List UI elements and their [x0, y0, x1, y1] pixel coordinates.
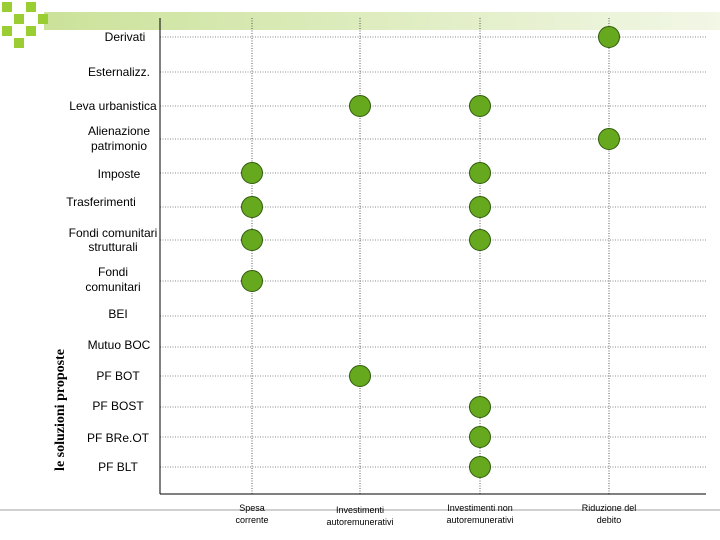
column-label-line: corrente: [235, 515, 268, 525]
row-label-line: Fondi: [98, 265, 128, 279]
mark-fondi-spesa: [241, 270, 263, 292]
header-square-3: [38, 14, 48, 24]
column-label-nonauto: Investimenti non autoremunerativi: [446, 503, 513, 525]
mark-leva-invest: [349, 95, 371, 117]
mark-alienazione-debito: [598, 128, 620, 150]
row-label-pf-bot: PF BOT: [96, 369, 140, 383]
column-guide-lines: [251, 18, 610, 494]
header-square-2: [14, 14, 24, 24]
header-square-5: [26, 26, 36, 36]
mark-pf-breot-nonauto: [469, 426, 491, 448]
header-square-1: [26, 2, 36, 12]
row-label-line: Trasferimenti: [66, 195, 136, 209]
column-label-invest: Investimenti autoremunerativi: [326, 505, 393, 527]
mark-trasferimenti-spesa: [241, 196, 263, 218]
row-label-line: strutturali: [88, 240, 137, 254]
row-label-line: PF BOT: [96, 369, 140, 383]
row-label-pf-breot: PF BRe.OT: [87, 431, 150, 445]
header-square-0: [2, 2, 12, 12]
row-label-fondi-strutturali: Fondi comunitari strutturali: [69, 226, 158, 254]
row-label-line: PF BLT: [98, 460, 138, 474]
row-label-line: Fondi comunitari: [69, 226, 158, 240]
row-label-line: comunitari: [85, 280, 140, 294]
row-label-line: PF BOST: [92, 399, 144, 413]
column-label-debito: Riduzione del debito: [582, 503, 637, 525]
column-label-line: Spesa: [239, 503, 265, 513]
row-label-line: Esternalizz.: [88, 65, 150, 79]
row-label-alienazione: Alienazione patrimonio: [88, 124, 150, 153]
header-square-4: [2, 26, 12, 36]
row-label-esternalizz: Esternalizz.: [88, 65, 150, 79]
mark-derivati-debito: [598, 26, 620, 48]
row-label-fondi: Fondi comunitari: [85, 265, 140, 294]
row-label-pf-blt: PF BLT: [98, 460, 138, 474]
row-label-pf-bost: PF BOST: [92, 399, 144, 413]
row-label-line: Alienazione: [88, 124, 150, 138]
mark-pf-blt-nonauto: [469, 456, 491, 478]
row-label-mutuo-boc: Mutuo BOC: [88, 338, 151, 352]
mark-leva-nonauto: [469, 95, 491, 117]
column-label-line: Investimenti non: [447, 503, 513, 513]
header-decoration: [0, 2, 720, 511]
row-label-line: BEI: [108, 307, 127, 321]
row-guide-lines: [160, 36, 706, 468]
axis-title: le soluzioni proposte: [53, 349, 68, 471]
matrix-frame: [159, 18, 706, 495]
row-label-line: Mutuo BOC: [88, 338, 151, 352]
mark-pf-bost-nonauto: [469, 396, 491, 418]
row-label-derivati: Derivati: [105, 30, 146, 44]
row-label-line: Leva urbanistica: [69, 99, 157, 113]
column-label-spesa: Spesa corrente: [235, 503, 268, 525]
row-label-line: Imposte: [98, 167, 141, 181]
column-label-line: Riduzione del: [582, 503, 637, 513]
column-label-line: Investimenti: [336, 505, 384, 515]
column-labels: Spesa corrente Investimenti autoremunerativ…: [235, 503, 636, 527]
row-label-line: Derivati: [105, 30, 146, 44]
row-label-bei: BEI: [108, 307, 127, 321]
row-labels: Derivati Esternalizz. Leva urbanistica Alie…: [66, 30, 157, 474]
mark-fondi-strutturali-nonauto: [469, 229, 491, 251]
mark-pf-bot-invest: [349, 365, 371, 387]
row-label-line: patrimonio: [91, 139, 147, 153]
column-label-line: autoremunerativi: [326, 517, 393, 527]
row-label-leva: Leva urbanistica: [69, 99, 157, 113]
row-label-trasferimenti: Trasferimenti: [66, 195, 136, 209]
matrix-marks: [241, 26, 620, 478]
column-label-line: debito: [597, 515, 622, 525]
header-square-6: [14, 38, 24, 48]
row-label-line: PF BRe.OT: [87, 431, 150, 445]
mark-trasferimenti-nonauto: [469, 196, 491, 218]
mark-imposte-nonauto: [469, 162, 491, 184]
mark-fondi-strutturali-spesa: [241, 229, 263, 251]
column-label-line: autoremunerativi: [446, 515, 513, 525]
row-label-imposte: Imposte: [98, 167, 141, 181]
header-bar: [44, 12, 720, 30]
mark-imposte-spesa: [241, 162, 263, 184]
